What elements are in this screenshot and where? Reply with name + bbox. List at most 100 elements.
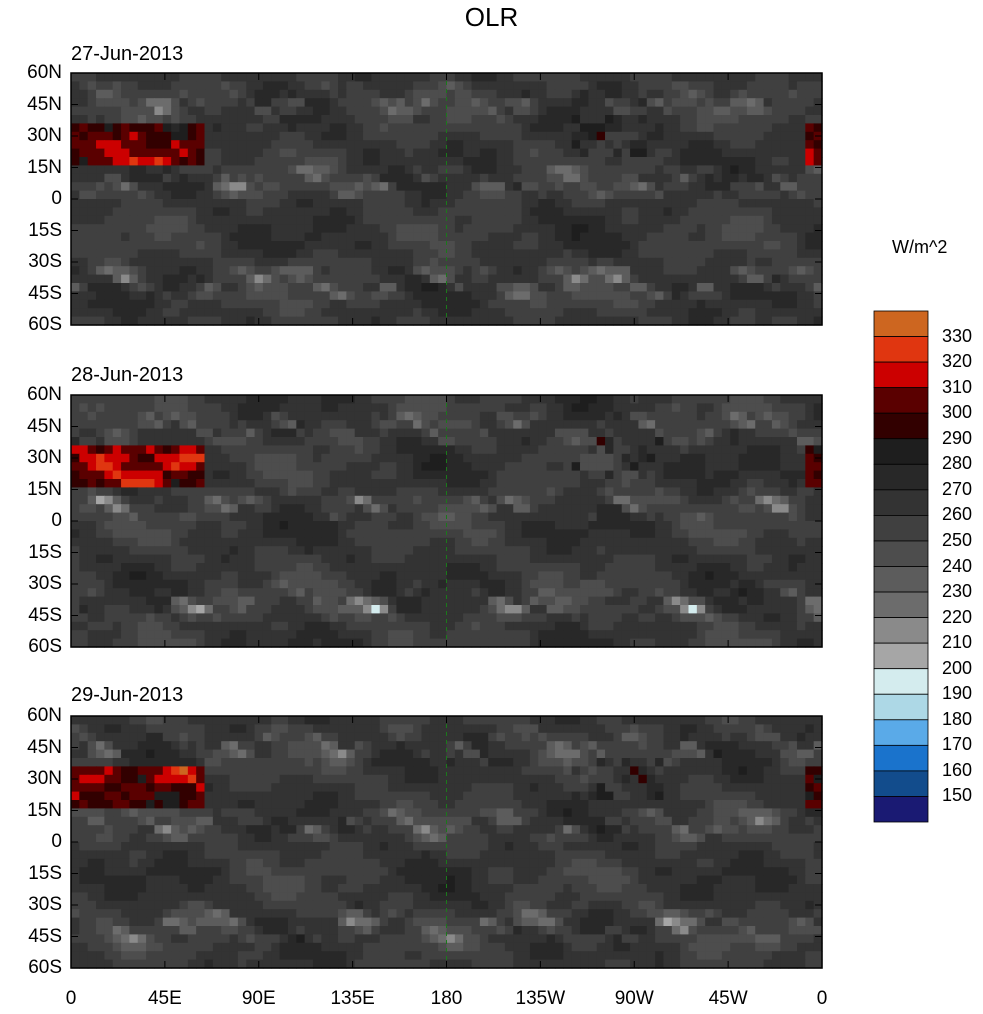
olr-cell	[179, 512, 189, 522]
olr-cell	[538, 403, 548, 413]
olr-cell	[680, 554, 690, 564]
olr-cell	[463, 106, 473, 116]
olr-cell	[738, 596, 748, 606]
olr-cell	[663, 299, 673, 309]
olr-cell	[771, 571, 781, 581]
olr-cell	[738, 283, 748, 292]
olr-cell	[129, 588, 139, 598]
olr-cell	[563, 115, 573, 124]
olr-cell	[580, 232, 589, 242]
olr-cell	[605, 241, 614, 250]
olr-cell	[246, 274, 256, 284]
olr-cell	[446, 115, 456, 124]
olr-cell	[688, 190, 698, 200]
olr-cell	[588, 98, 598, 108]
olr-cell	[446, 521, 456, 530]
olr-cell	[529, 182, 539, 192]
olr-cell	[479, 182, 489, 192]
olr-cell	[137, 283, 147, 292]
olr-cell	[204, 123, 214, 133]
olr-cell	[763, 453, 773, 463]
olr-cell	[221, 428, 231, 438]
olr-cell	[788, 98, 798, 108]
olr-cell	[371, 140, 381, 150]
olr-cell	[504, 241, 514, 250]
olr-cell	[796, 291, 806, 301]
olr-cell	[438, 571, 448, 581]
olr-cell	[404, 148, 414, 158]
olr-cell	[154, 420, 164, 430]
olr-cell	[688, 73, 698, 82]
olr-cell	[621, 537, 631, 547]
olr-cell	[696, 283, 706, 292]
olr-cell	[146, 470, 156, 480]
olr-cell	[137, 546, 147, 556]
olr-cell	[805, 316, 815, 326]
olr-cell	[379, 512, 389, 522]
olr-cell	[196, 445, 206, 455]
olr-cell	[413, 257, 423, 267]
olr-cell	[471, 554, 481, 564]
olr-cell	[179, 241, 189, 250]
olr-cell	[471, 308, 481, 318]
olr-cell	[746, 283, 756, 292]
olr-cell	[813, 462, 823, 472]
olr-cell	[813, 596, 823, 606]
olr-cell	[538, 504, 548, 514]
olr-cell	[96, 588, 105, 598]
olr-cell	[404, 190, 414, 200]
olr-cell	[287, 403, 297, 413]
olr-cell	[296, 546, 306, 556]
olr-cell	[304, 173, 314, 183]
olr-cell	[254, 445, 264, 455]
olr-cell	[246, 173, 256, 183]
olr-cell	[396, 81, 406, 91]
olr-cell	[705, 266, 715, 276]
olr-cell	[187, 215, 197, 225]
olr-cell	[705, 249, 715, 259]
olr-cell	[663, 123, 673, 133]
olr-cell	[671, 207, 681, 217]
olr-cell	[488, 274, 498, 284]
olr-cell	[479, 512, 489, 522]
olr-cell	[513, 241, 523, 250]
olr-cell	[688, 308, 698, 318]
olr-cell	[496, 453, 506, 463]
olr-cell	[363, 131, 372, 141]
olr-cell	[179, 283, 189, 292]
olr-cell	[613, 249, 623, 259]
olr-cell	[546, 563, 556, 572]
olr-cell	[396, 554, 406, 564]
olr-cell	[513, 504, 523, 514]
olr-cell	[129, 462, 139, 472]
olr-cell	[496, 199, 506, 208]
olr-cell	[79, 165, 89, 175]
olr-cell	[354, 537, 364, 547]
olr-cell	[454, 215, 464, 225]
olr-cell	[688, 470, 698, 480]
olr-cell	[529, 283, 539, 292]
olr-cell	[354, 546, 364, 556]
olr-cell	[463, 579, 473, 589]
olr-cell	[680, 571, 690, 581]
olr-cell	[438, 445, 448, 455]
olr-cell	[246, 437, 256, 446]
olr-cell	[338, 504, 347, 514]
olr-cell	[162, 257, 172, 267]
olr-cell	[321, 495, 331, 505]
olr-cell	[221, 215, 231, 225]
olr-cell	[112, 308, 122, 318]
olr-cell	[488, 123, 498, 133]
olr-cell	[287, 81, 297, 91]
olr-cell	[363, 588, 372, 598]
olr-cell	[688, 274, 698, 284]
olr-cell	[563, 131, 573, 141]
olr-cell	[554, 537, 564, 547]
olr-cell	[154, 140, 164, 150]
olr-cell	[354, 445, 364, 455]
olr-cell	[521, 437, 531, 446]
olr-cell	[212, 190, 222, 200]
olr-cell	[96, 537, 105, 547]
olr-cell	[438, 521, 448, 530]
olr-cell	[713, 487, 723, 497]
